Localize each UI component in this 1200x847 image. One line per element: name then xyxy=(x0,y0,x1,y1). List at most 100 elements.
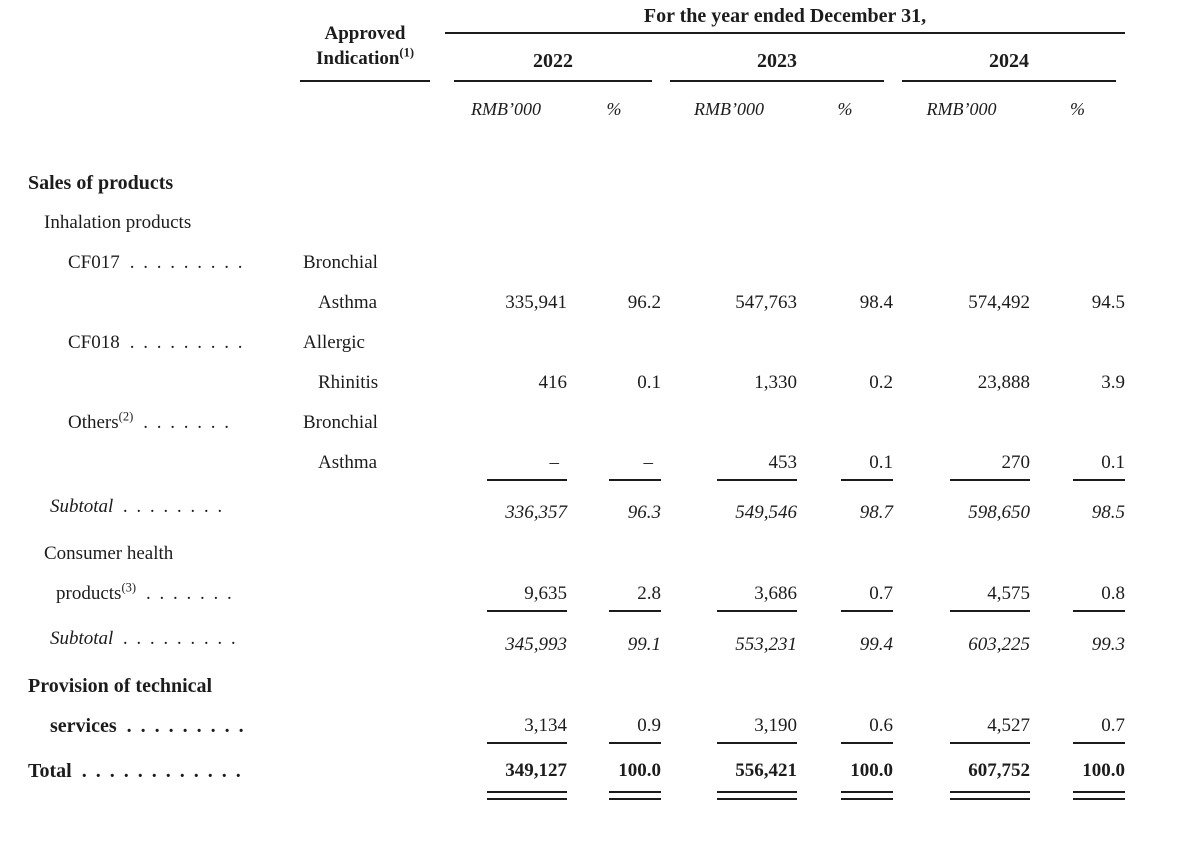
row-label-cell xyxy=(28,284,300,324)
indication-cell xyxy=(300,535,445,575)
value-cell: 416 xyxy=(445,364,568,404)
approved-indication-header-cell: Approved Indication(1) xyxy=(300,3,445,82)
value-cell xyxy=(445,244,567,284)
value-cell: 0.9 xyxy=(567,707,661,752)
table-row: Sales of products xyxy=(28,164,1125,204)
double-rule-line xyxy=(487,791,567,800)
row-label: Others xyxy=(68,412,119,433)
table-row: Asthma 335,941 96.2 547,763 98.4 574,492 94.5 xyxy=(28,284,1125,324)
table-row: Total . . . . . . . . . . . . 349,127 100.0… xyxy=(28,752,1125,817)
value-cell xyxy=(1030,244,1125,284)
row-label: CF017 xyxy=(68,252,120,273)
value-text: 99.1 xyxy=(627,634,661,655)
row-label-cell xyxy=(28,444,300,488)
value-cell: 345,993 xyxy=(445,620,567,667)
value-text: 98.5 xyxy=(1091,502,1125,523)
value-text: 23,888 xyxy=(977,372,1030,393)
value-cell: 4,575 xyxy=(893,575,1030,620)
value-text: 3,686 xyxy=(754,583,797,604)
year-label: 2024 xyxy=(902,50,1116,82)
table-row: Provision of technical xyxy=(28,667,1125,707)
rule-line xyxy=(1073,479,1125,481)
value-cell: – xyxy=(445,444,567,488)
table-title: For the year ended December 31, xyxy=(445,3,1125,34)
percent-label: % xyxy=(606,99,622,119)
rule-line xyxy=(717,742,797,744)
value-cell xyxy=(1030,204,1125,244)
dot-leader: . . . . . . . xyxy=(143,412,229,433)
value-cell xyxy=(797,535,893,575)
value-cell: 94.5 xyxy=(1030,284,1125,324)
value-cell xyxy=(1030,667,1125,707)
value-cell xyxy=(893,667,1030,707)
value-cell xyxy=(445,164,567,204)
value-cell: 3.9 xyxy=(1030,364,1125,404)
value-text: 100.0 xyxy=(850,760,893,781)
value-text: 598,650 xyxy=(968,502,1030,523)
value-cell xyxy=(661,164,797,204)
value-text: 603,225 xyxy=(968,634,1030,655)
value-cell: 0.8 xyxy=(1030,575,1125,620)
year-column-2022: 2022 xyxy=(445,33,661,82)
value-cell xyxy=(661,244,797,284)
spacer-row xyxy=(28,137,1125,164)
value-cell: 99.4 xyxy=(797,620,893,667)
value-text: 547,763 xyxy=(735,292,797,313)
value-text: 270 xyxy=(1001,452,1031,473)
value-text: 0.1 xyxy=(869,452,893,473)
value-text: 3,134 xyxy=(524,715,567,736)
row-label-cell: Inhalation products xyxy=(28,204,300,244)
row-label: Sales of products xyxy=(28,172,174,194)
value-cell xyxy=(445,667,567,707)
rule-line xyxy=(487,742,567,744)
rule-line xyxy=(487,479,567,481)
value-cell: 598,650 xyxy=(893,488,1030,535)
value-text: 556,421 xyxy=(735,760,797,781)
indication-cell xyxy=(300,620,445,667)
value-cell: 99.3 xyxy=(1030,620,1125,667)
value-cell: 0.1 xyxy=(567,364,661,404)
value-text: 553,231 xyxy=(735,634,797,655)
value-text: 549,546 xyxy=(735,502,797,523)
dot-leader: . . . . . . . . xyxy=(123,496,223,517)
value-cell xyxy=(893,164,1030,204)
value-cell: 0.7 xyxy=(1030,707,1125,752)
footnote-marker: (1) xyxy=(399,45,414,60)
row-label-cell: Others(2) . . . . . . . xyxy=(28,404,300,444)
value-cell xyxy=(567,667,661,707)
value-cell xyxy=(797,324,893,364)
value-text: 0.6 xyxy=(869,715,893,736)
value-cell xyxy=(1030,535,1125,575)
indication-cell xyxy=(300,667,445,707)
value-cell: 3,686 xyxy=(661,575,797,620)
indication-cell: Asthma xyxy=(300,284,445,324)
dot-leader: . . . . . . . xyxy=(146,583,232,604)
value-cell xyxy=(445,535,567,575)
footnote-marker: (3) xyxy=(121,580,137,595)
value-text: 3.9 xyxy=(1101,372,1125,393)
value-cell: 574,492 xyxy=(893,284,1030,324)
percent-label: % xyxy=(1070,99,1085,119)
row-label-cell: CF017 . . . . . . . . . xyxy=(28,244,300,284)
table-row: Others(2) . . . . . . . Bronchial xyxy=(28,404,1125,444)
year-label: 2023 xyxy=(670,50,884,82)
row-label: Inhalation products xyxy=(44,212,192,233)
value-cell: 96.3 xyxy=(567,488,661,535)
row-label-cell: Consumer health xyxy=(28,535,300,575)
value-cell: 335,941 xyxy=(445,284,567,324)
table-row: Subtotal . . . . . . . . 336,357 96.3 549,54… xyxy=(28,488,1125,535)
value-cell xyxy=(797,244,893,284)
indication-cell xyxy=(300,707,445,752)
value-cell xyxy=(797,164,893,204)
dot-leader: . . . . . . . . . xyxy=(123,628,237,649)
value-cell: 98.4 xyxy=(797,284,893,324)
value-text: 9,635 xyxy=(524,583,567,604)
indication-cell: Allergic xyxy=(300,324,445,364)
value-cell xyxy=(661,204,797,244)
row-label: Provision of technical xyxy=(28,675,213,697)
table-row: CF017 . . . . . . . . . Bronchial xyxy=(28,244,1125,284)
rule-line xyxy=(841,479,893,481)
double-rule-line xyxy=(841,791,893,800)
value-cell: 553,231 xyxy=(661,620,797,667)
